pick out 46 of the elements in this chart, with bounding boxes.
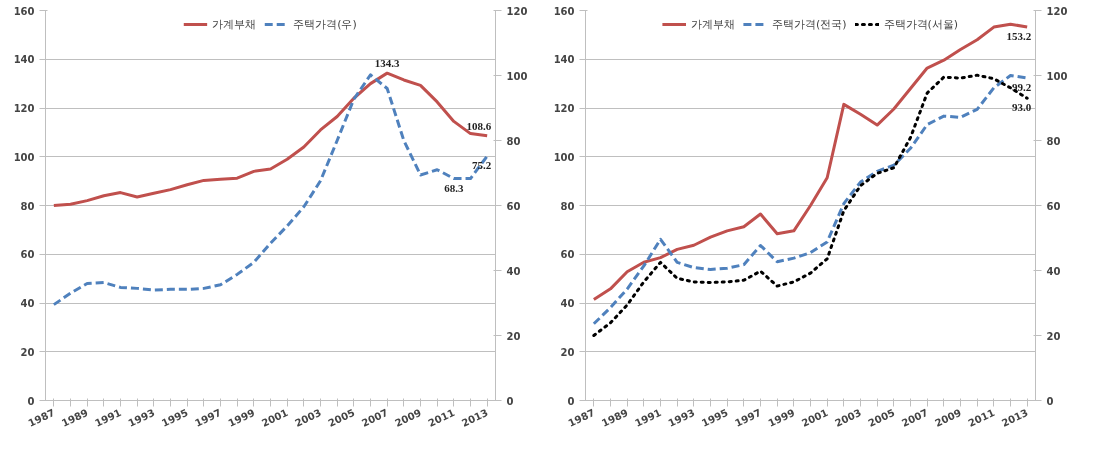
data-label: 108.6 bbox=[466, 119, 492, 132]
y2-tick-label: 40 bbox=[1046, 265, 1061, 277]
legend-label: 주택가격(서울) bbox=[883, 16, 959, 32]
y2-tick-label: 80 bbox=[506, 135, 521, 147]
y-tick-label: 140 bbox=[13, 54, 35, 66]
y2-tick-label: 20 bbox=[506, 330, 521, 342]
y-tick-label: 160 bbox=[13, 5, 35, 17]
y-tick-label: 60 bbox=[560, 249, 575, 261]
y-tick-label: 80 bbox=[560, 200, 575, 212]
y-tick-label: 160 bbox=[553, 5, 575, 17]
y-tick-label: 140 bbox=[553, 54, 575, 66]
line-series bbox=[52, 73, 489, 307]
data-label: 93.0 bbox=[1011, 101, 1032, 114]
y-tick-label: 80 bbox=[20, 200, 35, 212]
y2-tick-label: 100 bbox=[1046, 70, 1068, 82]
data-label: 68.3 bbox=[444, 181, 464, 194]
y2-tick-label: 60 bbox=[506, 200, 521, 212]
y2-tick-label: 80 bbox=[1046, 135, 1061, 147]
y-tick-label: 0 bbox=[27, 395, 35, 407]
y2-tick-label: 0 bbox=[506, 395, 514, 407]
legend-label: 가계부채 bbox=[212, 16, 257, 32]
legend-label: 주택가격(우) bbox=[293, 16, 357, 32]
y-tick-label: 120 bbox=[13, 103, 35, 114]
y-tick-label: 0 bbox=[567, 395, 575, 407]
legend-label: 가계부채 bbox=[690, 16, 735, 32]
y-tick-label: 20 bbox=[560, 346, 575, 358]
y-tick-label: 40 bbox=[20, 298, 35, 309]
legend-label: 주택가격(전국) bbox=[771, 16, 847, 32]
data-label: 153.2 bbox=[1006, 30, 1032, 43]
data-label: 99.2 bbox=[1011, 81, 1032, 94]
y-tick-label: 60 bbox=[20, 249, 35, 261]
y2-tick-label: 20 bbox=[1046, 330, 1061, 342]
line-series bbox=[52, 71, 489, 207]
y2-tick-label: 60 bbox=[1046, 200, 1061, 212]
y2-tick-label: 120 bbox=[506, 5, 528, 17]
y-tick-label: 20 bbox=[20, 346, 35, 358]
data-label: 75.2 bbox=[471, 159, 492, 172]
y-tick-label: 100 bbox=[13, 151, 35, 163]
y2-tick-label: 40 bbox=[506, 265, 521, 277]
y2-tick-label: 120 bbox=[1046, 5, 1068, 17]
data-label: 134.3 bbox=[374, 57, 401, 70]
y-tick-label: 100 bbox=[553, 151, 575, 163]
y-tick-label: 40 bbox=[560, 298, 575, 309]
y-tick-label: 120 bbox=[553, 103, 575, 114]
y2-tick-label: 100 bbox=[506, 70, 528, 82]
y2-tick-label: 0 bbox=[1046, 395, 1054, 407]
